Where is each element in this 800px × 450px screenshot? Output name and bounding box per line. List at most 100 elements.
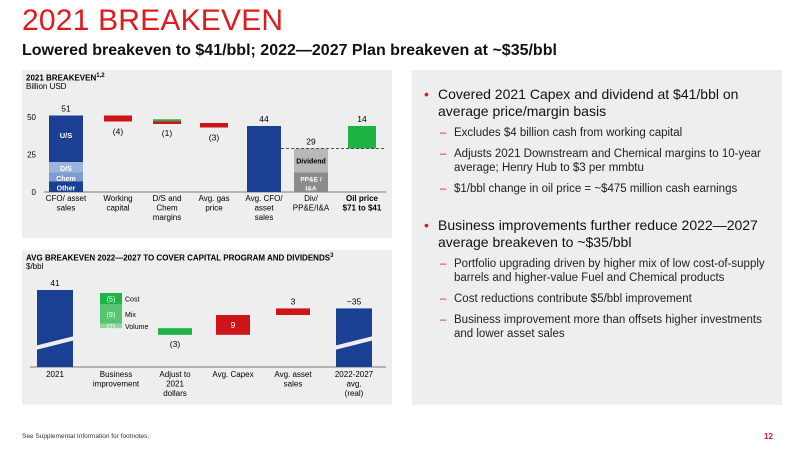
chart1-label-us: U/S (60, 131, 73, 140)
chart1-bar-cfo-ds (49, 162, 83, 173)
chart1-title-footnote: 1,2 (96, 73, 105, 79)
chart1-label-other: Other (57, 186, 76, 193)
chart2-xlabel-5-line-2: sales (284, 380, 303, 389)
chart2-value-2021: 41 (50, 278, 60, 288)
chart2-bar-bi-mix (100, 304, 122, 324)
chart2-xlabel-3-line-3: dollars (163, 389, 187, 398)
chart2-value-final: ~35 (347, 296, 362, 306)
chart1-xlabel-3-line-3: margins (153, 213, 181, 222)
chart2-xlabel-6-line-2: avg. (346, 380, 361, 389)
chart2-title-footnote: 3 (330, 253, 334, 259)
chart1-xlabel-6-line-2: PP&E/I&A (293, 204, 330, 213)
footnote: See Supplemental Information for footnot… (22, 433, 150, 440)
chart1-label-dividend: Dividend (296, 159, 326, 166)
chart1-value-div: 29 (306, 137, 316, 147)
sub-bullet-2-1: Portfolio upgrading driven by higher mix… (422, 257, 774, 285)
chart1-bar-cfo-chem (49, 172, 83, 182)
sub-bullet-1-2: Adjusts 2021 Downstream and Chemical mar… (422, 147, 774, 175)
bullet-list: Covered 2021 Capex and dividend at $41/b… (422, 86, 774, 348)
chart1-y-tick-50: 50 (27, 113, 36, 122)
chart2-xlabel-6-line-1: 2022-2027 (335, 370, 374, 379)
chart1-svg: 0 25 50 U/S D/S Chem Other 51 (4) (1) (3) 44 Dividen… (27, 104, 386, 222)
chart2-value-bi-mix: (9) (107, 312, 116, 319)
chart1-xlabel-5-line-1: Avg. CFO/ (245, 194, 283, 203)
chart2-value-bi-volume: (2) (107, 324, 116, 331)
chart1-bar-dschem-red (153, 121, 181, 124)
chart-avg-breakeven-panel: AVG BREAKEVEN 2022—2027 TO COVER CAPITAL… (22, 250, 392, 405)
sub-bullet-1-3: $1/bbl change in oil price = ~$475 milli… (422, 182, 774, 196)
bullet-2: Business improvements further reduce 202… (422, 217, 774, 251)
chart2-value-capex: 9 (231, 320, 236, 330)
chart2-xlabel-2-line-1: Business (100, 370, 132, 379)
page-subtitle: Lowered breakeven to $41/bbl; 2022—2027 … (22, 42, 557, 59)
chart1-bar-cfo-other (49, 181, 83, 192)
chart2-xlabel-3-line-1: Adjust to (159, 370, 191, 379)
sub-bullet-2-2: Cost reductions contribute $5/bbl improv… (422, 292, 774, 306)
chart1-bar-oil (348, 126, 376, 149)
chart1-value-delta-3: (3) (209, 133, 220, 143)
chart1-y-tick-25: 25 (27, 151, 36, 160)
chart2-unit: $/bbl (26, 262, 44, 271)
chart2-xlabel-6-line-3: (real) (345, 389, 364, 398)
chart2-axis-break-1 (34, 336, 76, 350)
chart2-axis-break-2 (333, 336, 375, 350)
chart2-legend-bi-mix: Mix (125, 312, 136, 319)
chart1-y-tick-0: 0 (32, 188, 37, 197)
chart1-value-delta-1: (4) (113, 127, 124, 137)
chart1-unit: Billion USD (26, 82, 67, 91)
chart1-xlabel-1-line-1: CFO/ asset (46, 194, 87, 203)
chart2-xlabel-4-line-1: Avg. Capex (212, 370, 253, 379)
chart1-label-ds: D/S (60, 166, 72, 173)
bullet-gap (422, 203, 774, 217)
chart2-value-adjust: (3) (170, 339, 181, 349)
chart1-label-chem: Chem (56, 176, 75, 183)
chart1-xlabel-3-line-1: D/S and (153, 194, 182, 203)
sub-bullet-1-1: Excludes $4 billion cash from working ca… (422, 126, 774, 140)
chart2-bar-bi-volume (100, 323, 122, 329)
chart1-bar-ppe (294, 172, 328, 192)
chart1-value-oil: 14 (357, 114, 367, 124)
chart2-title-text: AVG BREAKEVEN 2022—2027 TO COVER CAPITAL… (26, 253, 331, 263)
chart2-bar-bi-cost (100, 293, 122, 304)
chart1-xlabel-5-line-2: asset (254, 204, 274, 213)
chart1-label-ppe-l1: PP&E / (300, 176, 322, 183)
chart1-label-ppe-l2: I&A (305, 185, 317, 192)
chart1-xlabel-2-line-2: capital (106, 204, 129, 213)
page-title: 2021 BREAKEVEN (22, 4, 284, 37)
commentary-panel: Covered 2021 Capex and dividend at $41/b… (412, 70, 782, 405)
chart1-bar-dividend (294, 148, 328, 173)
chart2-xlabel-5-line-1: Avg. asset (274, 370, 312, 379)
chart1-bar-delta-1 (104, 115, 132, 122)
chart2-bar-final (336, 308, 372, 367)
chart1-xlabel-7-line-2: $71 to $41 (343, 204, 382, 213)
page-number: 12 (764, 432, 773, 441)
chart1-bar-delta-3 (200, 123, 228, 128)
chart1-bar-cfo-us (49, 115, 83, 162)
chart1-bar-avg-cfo (247, 126, 281, 192)
chart2-svg: 41 (5) Cost (9) Mix (2) Volume (3) 9 3 ~35 2021 Busi… (30, 278, 386, 398)
chart2-xlabel-1-line-1: 2021 (46, 370, 64, 379)
chart1-xlabel-7-line-1: Oil price (346, 194, 379, 203)
chart2-value-asset-sales: 3 (291, 296, 296, 306)
chart1-title-text: 2021 BREAKEVEN (26, 73, 97, 83)
chart1-value-cfo: 51 (61, 104, 71, 114)
chart1-bar-dschem-green (153, 119, 181, 122)
chart1-xlabel-4-line-1: Avg. gas (199, 194, 230, 203)
chart2-bar-2021 (37, 290, 73, 367)
chart1-xlabel-1-line-2: sales (57, 204, 76, 213)
bullet-1: Covered 2021 Capex and dividend at $41/b… (422, 86, 774, 120)
chart1-value-delta-2: (1) (162, 128, 173, 138)
chart1-xlabel-3-line-2: Chem (156, 204, 178, 213)
chart2-bar-capex (216, 315, 250, 335)
chart1-xlabel-5-line-3: sales (255, 213, 274, 222)
chart1-xlabel-4-line-2: price (205, 204, 223, 213)
chart1-title: 2021 BREAKEVEN1,2 (26, 73, 105, 83)
chart2-value-bi-cost: (5) (107, 297, 116, 304)
chart1-value-avg-cfo: 44 (259, 114, 269, 124)
chart2-bar-adjust (158, 328, 192, 335)
chart2-xlabel-2-line-2: improvement (93, 380, 140, 389)
chart2-legend-bi-cost: Cost (125, 297, 139, 304)
chart1-xlabel-2-line-1: Working (103, 194, 132, 203)
chart2-xlabel-3-line-2: 2021 (166, 380, 184, 389)
sub-bullet-2-3: Business improvement more than offsets h… (422, 313, 774, 341)
